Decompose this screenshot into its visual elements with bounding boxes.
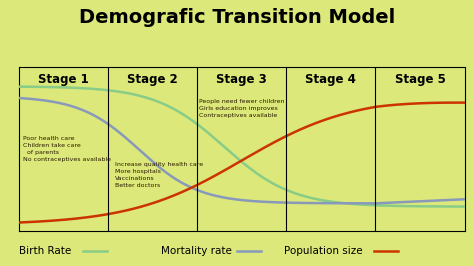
Text: Stage 1: Stage 1 <box>38 73 89 86</box>
Text: Stage 5: Stage 5 <box>394 73 446 86</box>
Text: Stage 3: Stage 3 <box>216 73 267 86</box>
Text: Mortality rate: Mortality rate <box>161 246 232 256</box>
Text: People need fewer children
Girls education improves
Contraceptives available: People need fewer children Girls educati… <box>200 99 285 118</box>
Text: Stage 4: Stage 4 <box>305 73 356 86</box>
Text: Demografic Transition Model: Demografic Transition Model <box>79 8 395 27</box>
Text: Birth Rate: Birth Rate <box>19 246 71 256</box>
Text: Increase quality health care
More hospitals
Vaccinations
Better doctors: Increase quality health care More hospit… <box>115 162 203 188</box>
Text: Stage 2: Stage 2 <box>127 73 178 86</box>
Text: Population size: Population size <box>284 246 363 256</box>
Text: Poor health care
Children take care
  of parents
No contraceptives available: Poor health care Children take care of p… <box>23 136 111 162</box>
